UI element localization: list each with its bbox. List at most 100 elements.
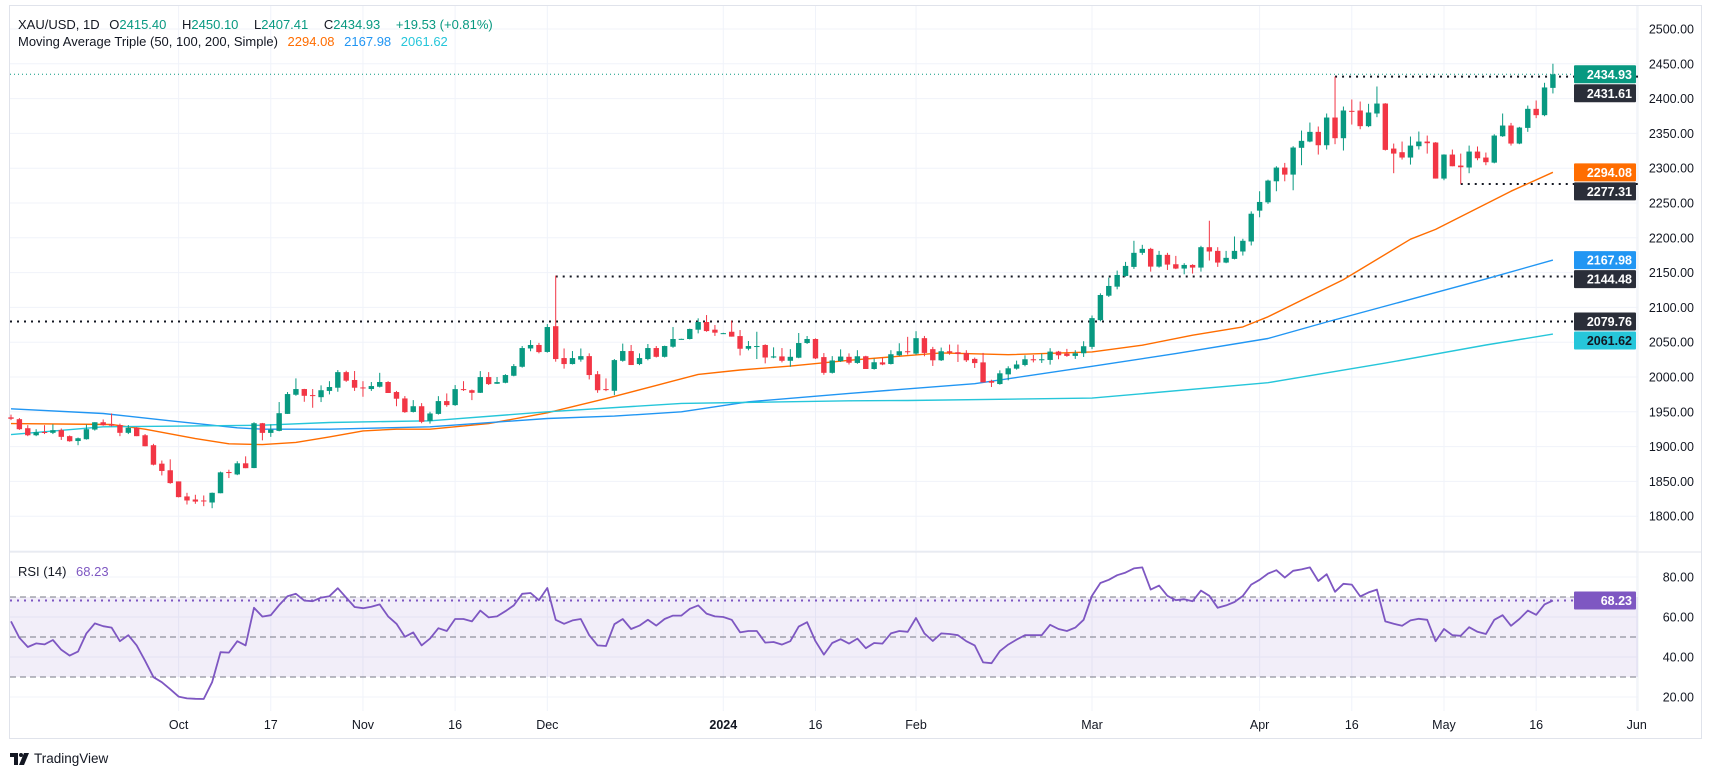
candle (1215, 247, 1221, 267)
candle-body (527, 344, 534, 349)
candle-body (393, 392, 400, 399)
price-label-text: 2431.61 (1587, 87, 1632, 101)
candle (1307, 122, 1313, 143)
candle (921, 335, 928, 357)
rsi-axis-tick: 20.00 (1663, 691, 1694, 705)
candle-body (1550, 74, 1556, 88)
candle (988, 379, 995, 388)
candle-body (1231, 250, 1238, 259)
candle (1189, 264, 1196, 274)
chart-frame (9, 5, 1702, 739)
candle (972, 357, 978, 368)
rsi-legend: RSI (14) 68.23 (18, 564, 115, 579)
candle-body (1256, 201, 1263, 211)
price-label: 2144.48 (1574, 270, 1636, 289)
candle-body (259, 423, 266, 433)
candle-body (1483, 157, 1489, 163)
candle (1399, 141, 1405, 160)
moving-average-line (10, 259, 1554, 430)
logo-text: TradingView (34, 751, 109, 766)
candle-body (234, 463, 240, 475)
candle-body (1357, 110, 1363, 127)
candle-body (1349, 110, 1355, 112)
rsi-title[interactable]: RSI (14) (18, 564, 67, 579)
candle (796, 333, 802, 359)
candle-body (611, 360, 618, 391)
candle (418, 403, 425, 424)
candle (117, 423, 123, 437)
candle-body (787, 356, 794, 361)
candle-body (544, 327, 551, 352)
rsi-value: 68.23 (76, 564, 109, 579)
indicator-title[interactable]: Moving Average Triple (50, 100, 200, Sim… (18, 34, 278, 49)
candle (226, 469, 232, 479)
candle (779, 348, 785, 363)
candle-body (1374, 103, 1380, 114)
candle-body (385, 382, 391, 394)
candle-body (796, 343, 802, 358)
candle-body (1449, 154, 1456, 167)
candle (1131, 240, 1137, 269)
candle (1198, 245, 1204, 272)
candle-body (1122, 265, 1129, 276)
candle-body (519, 348, 525, 367)
candle (16, 418, 23, 430)
candle (544, 324, 551, 353)
rsi-line (10, 566, 1554, 700)
candle-body (100, 422, 106, 426)
candle-body (1072, 353, 1078, 356)
candle (1525, 105, 1531, 132)
candle (603, 378, 609, 392)
candle (100, 419, 106, 426)
candle-body (913, 338, 919, 354)
candle (1458, 153, 1464, 184)
candle (1122, 261, 1129, 277)
close-label: C (323, 17, 334, 32)
candle-body (66, 436, 73, 442)
price-label: 2431.61 (1574, 84, 1636, 103)
price-label-text: 2144.48 (1587, 273, 1632, 287)
candle-body (1206, 247, 1213, 252)
close-value: 2434.93 (333, 17, 381, 32)
candle-body (25, 428, 31, 436)
candle-body (268, 429, 274, 433)
candle (1499, 113, 1506, 137)
candle-body (16, 419, 23, 430)
candle-body (1030, 359, 1037, 361)
candle-body (1147, 248, 1154, 267)
candle-body (1080, 346, 1087, 354)
candle (276, 402, 282, 432)
candle (586, 353, 592, 380)
price-axis-tick: 2300.00 (1649, 162, 1694, 176)
candle-body (578, 356, 584, 360)
candle-body (125, 427, 132, 433)
candle (217, 471, 224, 494)
candle (1064, 348, 1070, 357)
candle (728, 320, 735, 337)
tradingview-logo[interactable]: TradingView (10, 751, 108, 766)
price-label-bg (1574, 182, 1636, 201)
candle-body (418, 406, 425, 422)
candle (1323, 113, 1330, 150)
price-axis-tick: 2000.00 (1649, 371, 1694, 385)
rsi-axis-tick: 80.00 (1663, 571, 1694, 585)
candle (75, 437, 81, 446)
candle-body (1273, 167, 1280, 182)
candle-body (494, 382, 500, 384)
candle (1474, 146, 1481, 161)
candle (184, 492, 190, 505)
candle-body (377, 382, 383, 387)
candle (519, 346, 525, 368)
candle-body (335, 372, 341, 388)
candle-body (8, 417, 14, 419)
symbol-title[interactable]: XAU/USD, 1D (18, 17, 100, 32)
candle (1416, 131, 1422, 150)
candle-body (695, 322, 701, 330)
candle-body (670, 338, 676, 347)
candle-body (1265, 180, 1271, 203)
time-axis-tick: Feb (905, 718, 927, 732)
candle-body (804, 338, 810, 344)
candle-body (33, 432, 39, 436)
